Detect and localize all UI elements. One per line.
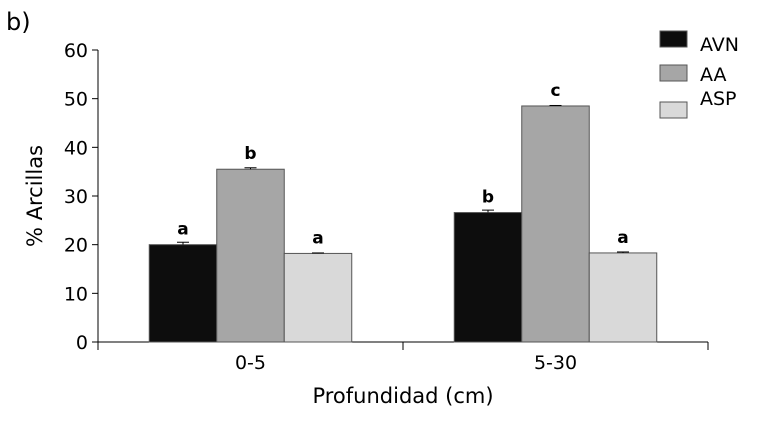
panel-label: b) xyxy=(6,8,31,36)
x-tick-label: 0-5 xyxy=(235,352,266,374)
bar-avn xyxy=(453,212,523,343)
legend-swatch xyxy=(659,101,688,119)
bar-aa xyxy=(521,105,590,343)
significance-letter: b xyxy=(244,144,256,164)
significance-letter: b xyxy=(482,188,494,208)
x-tick-label: 5-30 xyxy=(534,352,577,374)
y-tick-label: 40 xyxy=(64,137,88,159)
bar-asp xyxy=(588,252,658,343)
significance-letter: a xyxy=(312,228,323,248)
legend-swatch xyxy=(659,64,688,82)
y-tick-label: 10 xyxy=(64,283,88,305)
y-tick-label: 50 xyxy=(64,89,88,111)
legend-label: ASP xyxy=(700,88,737,110)
bar-aa xyxy=(216,168,285,343)
y-tick-label: 0 xyxy=(76,332,88,354)
significance-letter: c xyxy=(550,81,560,101)
x-axis-label: Profundidad (cm) xyxy=(312,384,493,408)
x-axis: 0-5 5-30 xyxy=(97,341,709,374)
legend-label: AVN xyxy=(700,34,739,56)
y-axis-label: % Arcillas xyxy=(23,145,47,247)
legend-label: AA xyxy=(700,64,727,86)
y-tick-label: 20 xyxy=(64,235,88,257)
significance-letter: a xyxy=(177,220,188,240)
y-tick-label: 30 xyxy=(64,186,88,208)
y-tick-label: 60 xyxy=(64,40,88,62)
y-axis: 0 10 20 30 40 50 60 xyxy=(64,40,99,354)
bar-asp xyxy=(283,252,353,343)
legend-swatch xyxy=(659,30,688,48)
bars: a b a b c a xyxy=(148,81,658,343)
significance-letter: a xyxy=(617,228,628,248)
bar-avn xyxy=(148,244,218,343)
